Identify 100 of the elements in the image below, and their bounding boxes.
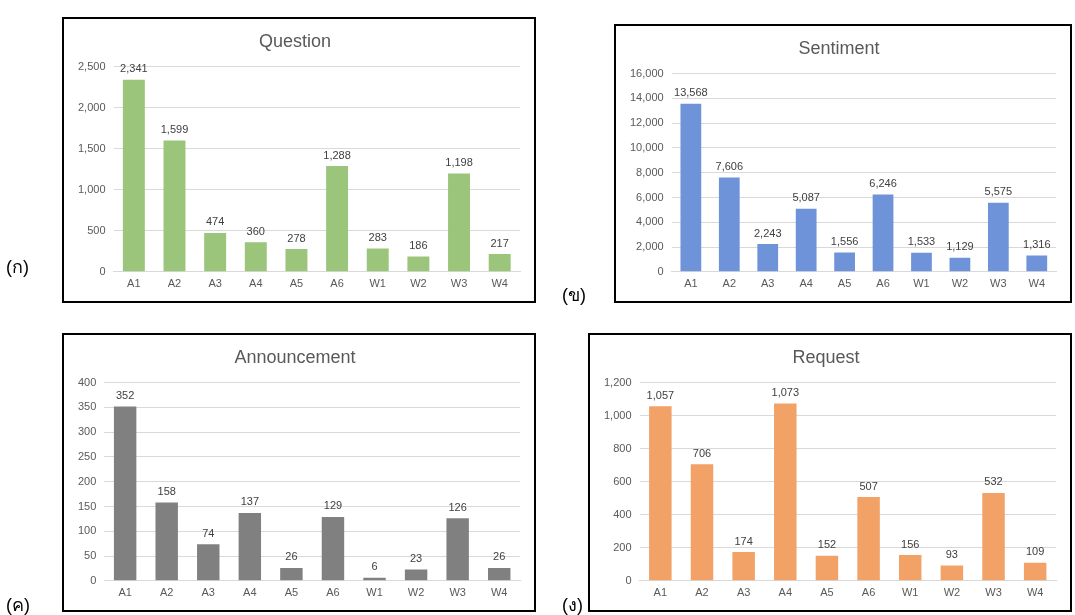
data-label: 507 xyxy=(859,479,878,492)
x-tick-label: W2 xyxy=(943,586,961,599)
x-tick-label: W3 xyxy=(985,586,1002,599)
y-tick-label: 2,000 xyxy=(78,100,106,113)
data-label: 5,575 xyxy=(984,185,1013,198)
x-tick-label: W2 xyxy=(410,277,427,290)
y-tick-label: 0 xyxy=(657,264,664,277)
data-label: 1,057 xyxy=(646,388,675,401)
x-tick-label: A6 xyxy=(326,586,340,599)
x-tick-label: A6 xyxy=(876,277,890,290)
bar xyxy=(911,252,932,272)
y-tick-label: 300 xyxy=(77,425,97,438)
y-tick-label: 1,200 xyxy=(604,375,632,388)
data-label: 217 xyxy=(490,236,509,249)
data-label: 5,087 xyxy=(792,191,820,204)
x-tick-label: W1 xyxy=(369,277,386,290)
bar xyxy=(1026,255,1048,272)
y-tick-label: 16,000 xyxy=(629,66,664,79)
bar xyxy=(280,567,303,581)
data-label: 1,556 xyxy=(830,235,859,248)
bar xyxy=(155,502,178,581)
x-tick-label: A4 xyxy=(243,586,257,599)
y-tick-label: 1,000 xyxy=(604,408,632,421)
y-tick-label: 0 xyxy=(99,264,106,277)
data-label: 74 xyxy=(202,526,215,539)
bar xyxy=(1023,562,1047,581)
text: (ค) xyxy=(6,594,30,615)
x-tick-label: W4 xyxy=(1026,586,1044,599)
bar xyxy=(834,252,855,272)
chart-title: Request xyxy=(792,346,860,367)
bar xyxy=(949,257,971,272)
bar xyxy=(163,140,186,272)
data-label: 174 xyxy=(734,534,753,547)
y-tick-label: 12,000 xyxy=(629,116,664,129)
y-tick-label: 400 xyxy=(77,375,97,388)
x-tick-label: W4 xyxy=(490,586,508,599)
bar xyxy=(321,516,345,581)
bar xyxy=(446,518,469,581)
y-tick-label: 0 xyxy=(90,573,97,586)
y-tick-label: 4,000 xyxy=(636,215,664,228)
y-tick-label: 200 xyxy=(613,540,632,553)
bar xyxy=(326,166,349,272)
bar xyxy=(795,208,817,272)
x-tick-label: A2 xyxy=(167,277,182,290)
x-tick-label: A1 xyxy=(127,277,141,290)
bar xyxy=(366,248,389,272)
bar xyxy=(407,256,430,272)
bar xyxy=(774,403,797,581)
data-label: 1,288 xyxy=(323,148,351,161)
x-tick-label: W1 xyxy=(913,277,930,290)
data-label: 532 xyxy=(984,475,1003,488)
x-tick-label: A3 xyxy=(201,586,215,599)
y-tick-label: 0 xyxy=(625,573,632,586)
data-label: 1,073 xyxy=(771,386,800,399)
bar xyxy=(940,565,964,581)
data-label: 152 xyxy=(817,538,837,551)
y-tick-label: 250 xyxy=(77,449,97,462)
data-label: 706 xyxy=(692,446,712,459)
x-tick-label: A4 xyxy=(778,586,793,599)
y-tick-label: 8,000 xyxy=(636,165,664,178)
data-label: 1,129 xyxy=(946,240,974,253)
x-tick-label: W3 xyxy=(990,277,1007,290)
bar xyxy=(204,232,227,272)
y-tick-label: 14,000 xyxy=(629,91,664,104)
data-label: 1,533 xyxy=(907,235,936,248)
data-label: 1,316 xyxy=(1023,238,1051,251)
data-label: 474 xyxy=(205,215,225,228)
x-tick-label: W2 xyxy=(407,586,425,599)
x-tick-label: A2 xyxy=(159,586,174,599)
bar xyxy=(987,202,1009,272)
data-label: 7,606 xyxy=(715,160,744,173)
x-tick-label: A2 xyxy=(722,277,737,290)
bar xyxy=(488,253,511,272)
x-tick-label: A3 xyxy=(208,277,222,290)
y-tick-label: 50 xyxy=(84,549,97,562)
x-tick-label: A1 xyxy=(684,277,698,290)
x-tick-label: A5 xyxy=(837,277,852,290)
data-label: 360 xyxy=(246,224,265,237)
data-label: 158 xyxy=(157,485,176,498)
x-tick-label: A4 xyxy=(249,277,263,290)
y-tick-label: 2,500 xyxy=(78,59,106,72)
data-label: 126 xyxy=(448,500,467,513)
y-tick-label: 200 xyxy=(77,474,97,487)
x-tick-label: W4 xyxy=(1028,277,1046,290)
x-tick-label: A3 xyxy=(761,277,775,290)
bar xyxy=(404,569,428,581)
data-label: 2,243 xyxy=(753,226,782,239)
data-label: 1,198 xyxy=(445,156,473,168)
x-tick-label: A6 xyxy=(330,277,344,290)
y-tick-label: 6,000 xyxy=(636,190,664,203)
bar xyxy=(122,79,145,272)
y-tick-label: 500 xyxy=(87,223,106,236)
data-label: 186 xyxy=(409,239,428,252)
y-tick-label: 2,000 xyxy=(636,240,664,253)
x-tick-label: A6 xyxy=(861,586,876,599)
data-label: 129 xyxy=(323,499,343,512)
chart-title: Announcement xyxy=(234,346,356,367)
x-tick-label: A1 xyxy=(118,586,132,599)
data-label: 1,599 xyxy=(160,123,189,136)
data-label: 283 xyxy=(368,231,387,244)
